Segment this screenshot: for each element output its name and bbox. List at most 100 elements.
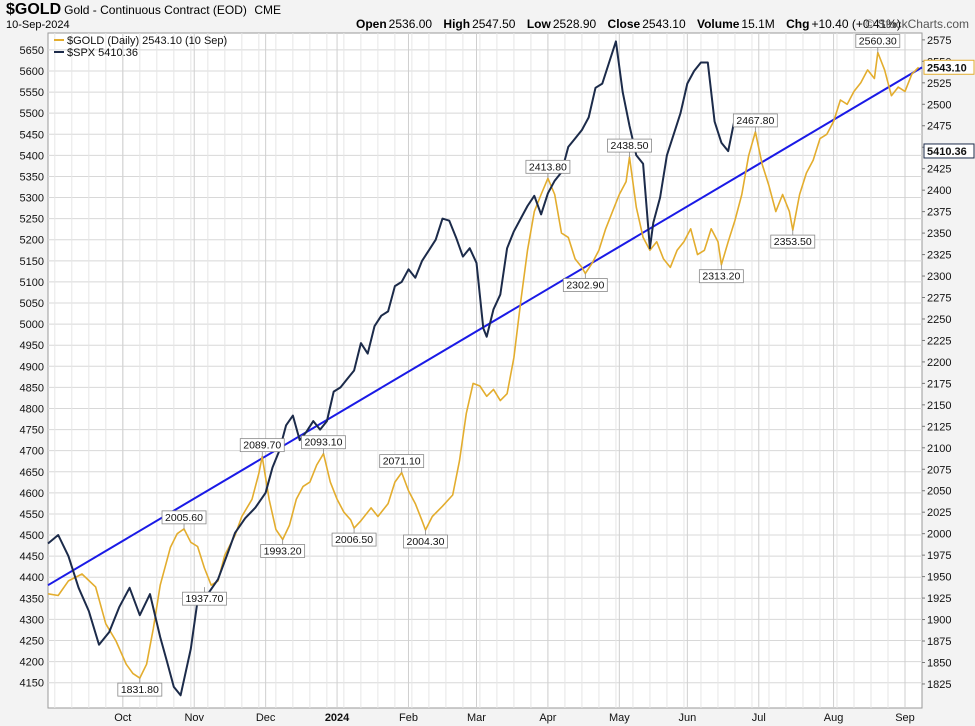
right-axis-tick-label: 2200 xyxy=(927,357,951,369)
right-axis-tick-label: 2150 xyxy=(927,400,951,412)
month-tick-label: Aug xyxy=(824,712,844,724)
left-axis-tick-label: 4350 xyxy=(20,593,44,605)
right-axis-tick-label: 2575 xyxy=(927,35,951,47)
symbol-description: Gold - Continuous Contract (EOD) xyxy=(64,3,247,17)
annotation-box xyxy=(379,454,425,469)
right-axis-tick-label: 2050 xyxy=(927,486,951,498)
left-axis-tick-label: 5250 xyxy=(20,214,44,226)
right-axis-tick-label: 2500 xyxy=(927,99,951,111)
annotation-label: 1937.70 xyxy=(185,593,223,605)
peak-annotation: 2413.80 xyxy=(525,159,571,179)
month-tick-label: Oct xyxy=(114,712,131,724)
left-axis-tick-label: 5200 xyxy=(20,235,44,247)
right-axis-tick-label: 2300 xyxy=(927,271,951,283)
peak-annotation: 2353.50 xyxy=(770,230,816,249)
annotation-box xyxy=(117,682,163,697)
volume-value: 15.1M xyxy=(741,17,775,31)
peak-annotation: 2313.20 xyxy=(698,264,744,284)
chart-date: 10-Sep-2024 xyxy=(6,19,70,31)
right-axis-tick-label: 2525 xyxy=(927,78,951,90)
left-axis-tick-label: 4300 xyxy=(20,614,44,626)
peak-annotation: 2093.10 xyxy=(301,435,346,454)
peak-annotation: 2438.50 xyxy=(607,138,652,158)
annotation-box xyxy=(732,113,778,128)
quote-bar: Open 2536.00 High 2547.50 Low 2528.90 Close… xyxy=(356,17,909,31)
right-axis-tick-label: 2125 xyxy=(927,421,951,433)
left-axis-tick-label: 4600 xyxy=(20,488,44,500)
left-axis-tick-label: 4500 xyxy=(20,530,44,542)
annotation-label: 1831.80 xyxy=(121,684,159,696)
left-axis-tick-label: 4400 xyxy=(20,572,44,584)
right-axis-tick-label: 2100 xyxy=(927,443,951,455)
peak-annotation: 2560.30 xyxy=(855,34,901,53)
left-axis-tick-label: 5150 xyxy=(20,256,44,268)
left-axis-tick-label: 4900 xyxy=(20,361,44,373)
right-axis-tick-label: 2325 xyxy=(927,250,951,262)
exchange-text: CME xyxy=(254,3,281,17)
close-label: Close xyxy=(607,17,641,31)
right-axis-tick-label: 1875 xyxy=(927,636,951,648)
annotation-label: 2071.10 xyxy=(383,456,421,468)
symbol-text: $GOLD xyxy=(6,1,62,18)
left-axis-tick-label: 4800 xyxy=(20,403,44,415)
annotation-box xyxy=(855,34,901,48)
month-tick-label: May xyxy=(609,712,630,724)
annotation-box xyxy=(260,544,306,558)
annotation-box xyxy=(607,138,652,153)
right-axis-tick-label: 1925 xyxy=(927,593,951,605)
month-tick-label: Jun xyxy=(678,712,696,724)
right-axis-tick-label: 2225 xyxy=(927,335,951,347)
month-tick-label: Nov xyxy=(184,712,204,724)
left-axis-tick-label: 4850 xyxy=(20,382,44,394)
annotation-box xyxy=(525,159,571,174)
volume-label: Volume xyxy=(696,17,740,31)
peak-annotation: 1831.80 xyxy=(117,678,163,697)
low-value: 2528.90 xyxy=(552,17,597,31)
legend: $GOLD (Daily) 2543.10 (10 Sep)$SPX 5410.… xyxy=(54,35,227,59)
left-axis-tick-label: 4150 xyxy=(20,678,44,690)
peak-annotation: 2071.10 xyxy=(379,454,425,473)
month-tick-label: Mar xyxy=(467,712,486,724)
annotation-box xyxy=(161,510,207,525)
annotation-box xyxy=(301,435,346,450)
month-tick-label: Sep xyxy=(895,712,915,724)
annotation-label: 2413.80 xyxy=(529,161,567,173)
left-axis-tick-label: 4450 xyxy=(20,551,44,563)
annotation-label: 2093.10 xyxy=(304,437,342,449)
left-axis-tick-label: 5400 xyxy=(20,150,44,162)
left-axis-tick-label: 5000 xyxy=(20,319,44,331)
annotation-box xyxy=(331,532,377,547)
annotation-box xyxy=(770,234,816,249)
right-axis-tick-label: 2250 xyxy=(927,314,951,326)
legend-entry: $SPX 5410.36 xyxy=(67,47,138,59)
peak-annotation: 2302.90 xyxy=(562,273,608,292)
annotation-label: 2438.50 xyxy=(611,140,649,152)
peak-annotation: 2467.80 xyxy=(732,113,778,132)
left-axis-tick-label: 4650 xyxy=(20,467,44,479)
annotation-box xyxy=(562,278,608,292)
chg-value: +10.40 (+0.41%) xyxy=(811,17,901,31)
annotation-label: 1993.20 xyxy=(264,546,302,558)
left-axis-tick-label: 4200 xyxy=(20,657,44,669)
gold-last-tag: 2543.10 xyxy=(923,59,975,75)
peak-annotation: 1993.20 xyxy=(260,539,306,558)
month-tick-label: 2024 xyxy=(325,712,350,724)
left-axis-tick-label: 4550 xyxy=(20,509,44,521)
month-tick-label: Apr xyxy=(539,712,556,724)
peak-annotation: 2089.70 xyxy=(239,438,285,457)
open-value: 2536.00 xyxy=(388,17,433,31)
right-axis-tick-label: 1975 xyxy=(927,550,951,562)
gold-line xyxy=(47,51,920,679)
left-axis-tick-label: 5500 xyxy=(20,108,44,120)
brand-watermark: © StockCharts.com xyxy=(865,17,969,31)
left-axis-tick-label: 5100 xyxy=(20,277,44,289)
annotation-label: 2004.30 xyxy=(407,536,445,548)
month-tick-label: Feb xyxy=(399,712,418,724)
right-axis-tick-label: 1900 xyxy=(927,615,951,627)
annotation-label: 2005.60 xyxy=(165,512,203,524)
annotation-label: 2313.20 xyxy=(702,271,740,283)
left-axis-tick-label: 5550 xyxy=(20,87,44,99)
left-axis-tick-label: 5450 xyxy=(20,129,44,141)
month-tick-label: Jul xyxy=(752,712,766,724)
